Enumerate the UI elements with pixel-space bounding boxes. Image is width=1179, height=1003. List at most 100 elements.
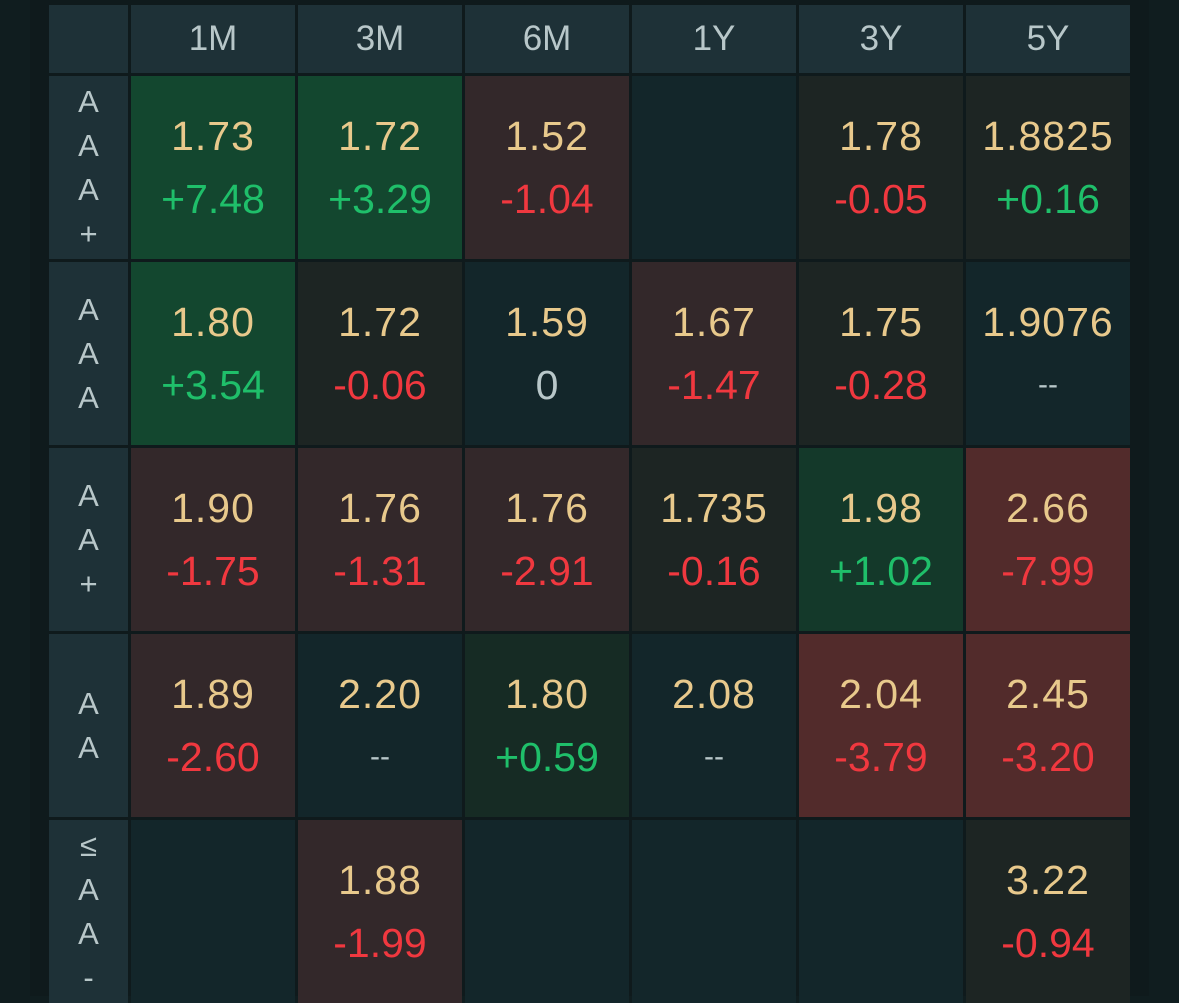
yield-cell[interactable]: 1.9076 --: [966, 262, 1130, 445]
yield-value: 1.72: [338, 113, 422, 159]
yield-change: -2.60: [166, 734, 260, 780]
yield-value: 2.66: [1006, 485, 1090, 531]
yield-change: -1.47: [667, 362, 761, 408]
rating-label-char: A: [78, 83, 99, 119]
rating-label-char: A: [78, 171, 99, 207]
tenor-header-3m[interactable]: 3M: [298, 5, 462, 73]
yield-value: 1.90: [171, 485, 255, 531]
yield-change: +0.16: [996, 176, 1100, 222]
yield-value: 1.9076: [982, 299, 1114, 345]
rating-label-char: A: [78, 871, 99, 907]
yield-cell[interactable]: 1.88 -1.99: [298, 820, 462, 1003]
tenor-header-6m[interactable]: 6M: [465, 5, 629, 73]
yield-value: 1.72: [338, 299, 422, 345]
yield-cell[interactable]: 2.45 -3.20: [966, 634, 1130, 817]
yield-value: 1.88: [338, 857, 422, 903]
rating-label-char: A: [78, 291, 99, 327]
yield-change: --: [370, 740, 390, 773]
yield-value: 1.75: [839, 299, 923, 345]
yield-change: --: [1038, 368, 1058, 401]
rating-row-label[interactable]: ≤ A A -: [49, 820, 128, 1003]
yield-change: -2.91: [500, 548, 594, 594]
yield-cell[interactable]: 1.90 -1.75: [131, 448, 295, 631]
yield-cell[interactable]: [632, 820, 796, 1003]
yield-cell[interactable]: 1.76 -1.31: [298, 448, 462, 631]
corner-header-cell: [49, 5, 128, 73]
yield-cell[interactable]: 1.80 +3.54: [131, 262, 295, 445]
yield-value: 1.59: [505, 299, 589, 345]
yield-cell[interactable]: 1.73 +7.48: [131, 76, 295, 259]
yield-cell[interactable]: [632, 76, 796, 259]
yield-value: 1.80: [505, 671, 589, 717]
yield-change: -3.20: [1001, 734, 1095, 780]
yield-cell[interactable]: 1.72 +3.29: [298, 76, 462, 259]
yield-value: 1.73: [171, 113, 255, 159]
yield-cell[interactable]: 1.76 -2.91: [465, 448, 629, 631]
yield-value: 1.8825: [982, 113, 1114, 159]
yield-cell[interactable]: [465, 820, 629, 1003]
yield-cell[interactable]: 2.08 --: [632, 634, 796, 817]
yield-value: 2.04: [839, 671, 923, 717]
tenor-header-1m[interactable]: 1M: [131, 5, 295, 73]
yield-value: 1.98: [839, 485, 923, 531]
yield-value: 1.89: [171, 671, 255, 717]
rating-label-char: +: [79, 565, 98, 601]
tenor-header-3y[interactable]: 3Y: [799, 5, 963, 73]
rating-label-char: A: [78, 379, 99, 415]
rating-label-char: +: [79, 215, 98, 251]
rating-label-char: A: [78, 685, 99, 721]
yield-change: 0: [535, 362, 559, 408]
yield-change: -1.75: [166, 548, 260, 594]
yield-cell[interactable]: [131, 820, 295, 1003]
yield-cell[interactable]: 1.98 +1.02: [799, 448, 963, 631]
yield-cell[interactable]: 2.04 -3.79: [799, 634, 963, 817]
rating-row-label[interactable]: A A A +: [49, 76, 128, 259]
rating-label-char: A: [78, 477, 99, 513]
rating-tenor-yield-grid: 1M 3M 6M 1Y 3Y 5Y A A A +1.73 +7.48 1.72 +3.29 1.52 -1…: [49, 5, 1130, 1003]
yield-change: -0.94: [1001, 920, 1095, 966]
yield-change: -0.05: [834, 176, 928, 222]
yield-change: --: [704, 740, 724, 773]
rating-label-char: A: [78, 915, 99, 951]
yield-value: 1.67: [672, 299, 756, 345]
yield-cell[interactable]: 1.59 0: [465, 262, 629, 445]
rating-label-char: A: [78, 521, 99, 557]
yield-cell[interactable]: 1.735 -0.16: [632, 448, 796, 631]
yield-cell[interactable]: 2.20 --: [298, 634, 462, 817]
yield-value: 1.76: [338, 485, 422, 531]
yield-change: -0.06: [333, 362, 427, 408]
tenor-header-5y[interactable]: 5Y: [966, 5, 1130, 73]
yield-change: +3.54: [161, 362, 265, 408]
yield-cell[interactable]: 1.67 -1.47: [632, 262, 796, 445]
yield-cell[interactable]: 1.78 -0.05: [799, 76, 963, 259]
yield-cell[interactable]: 1.8825 +0.16: [966, 76, 1130, 259]
rating-label-char: A: [78, 127, 99, 163]
yield-cell[interactable]: 1.89 -2.60: [131, 634, 295, 817]
yield-cell[interactable]: 1.72 -0.06: [298, 262, 462, 445]
yield-change: +7.48: [161, 176, 265, 222]
tenor-header-1y[interactable]: 1Y: [632, 5, 796, 73]
yield-value: 1.80: [171, 299, 255, 345]
yield-change: -1.04: [500, 176, 594, 222]
yield-change: -0.16: [667, 548, 761, 594]
yield-cell[interactable]: [799, 820, 963, 1003]
yield-change: +0.59: [495, 734, 599, 780]
yield-cell[interactable]: 3.22 -0.94: [966, 820, 1130, 1003]
yield-value: 2.08: [672, 671, 756, 717]
yield-cell[interactable]: 1.75 -0.28: [799, 262, 963, 445]
yield-change: -1.99: [333, 920, 427, 966]
yield-value: 1.78: [839, 113, 923, 159]
yield-change: -1.31: [333, 548, 427, 594]
yield-value: 2.45: [1006, 671, 1090, 717]
yield-change: -0.28: [834, 362, 928, 408]
yield-cell[interactable]: 1.52 -1.04: [465, 76, 629, 259]
rating-label-char: ≤: [79, 827, 97, 863]
yield-value: 1.76: [505, 485, 589, 531]
yield-value: 2.20: [338, 671, 422, 717]
rating-label-char: A: [78, 729, 99, 765]
yield-cell[interactable]: 1.80 +0.59: [465, 634, 629, 817]
yield-cell[interactable]: 2.66 -7.99: [966, 448, 1130, 631]
rating-row-label[interactable]: A A +: [49, 448, 128, 631]
